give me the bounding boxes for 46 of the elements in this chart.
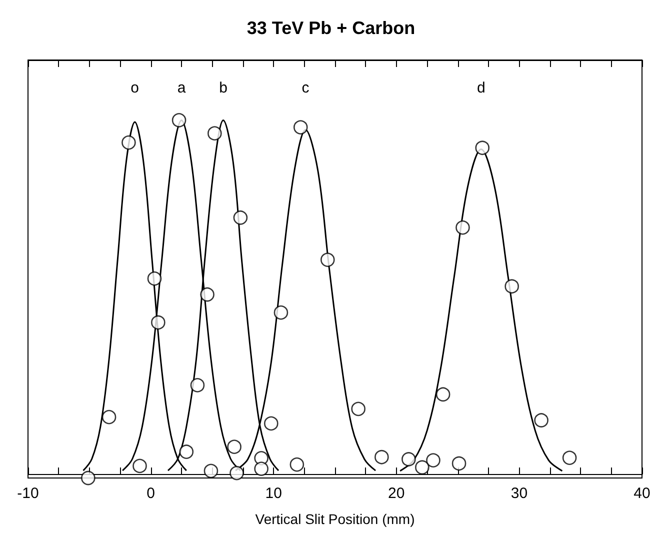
x-tick-label: 20 [388, 485, 405, 502]
chart-title: 33 TeV Pb + Carbon [246, 18, 416, 38]
point [132, 458, 147, 474]
text: a [177, 80, 186, 96]
point [227, 440, 242, 454]
x-tick-label: 10 [265, 485, 282, 502]
point [102, 410, 116, 424]
point [320, 252, 335, 267]
point [200, 287, 214, 302]
point [81, 470, 96, 486]
point [293, 120, 308, 134]
text: d [476, 80, 486, 96]
point [254, 462, 268, 476]
point [147, 271, 162, 286]
text: b [219, 80, 228, 96]
x-axis-title: Vertical Slit Position (mm) [255, 511, 415, 527]
point [402, 452, 416, 466]
text: o [130, 80, 140, 96]
point [274, 305, 288, 320]
point [122, 135, 136, 150]
point [475, 140, 490, 155]
point [264, 416, 278, 431]
point [172, 113, 186, 128]
point [290, 457, 304, 472]
point [562, 450, 577, 465]
x-tick-label: 30 [510, 485, 528, 502]
text: c [302, 80, 310, 96]
point [452, 456, 466, 471]
x-tick-label: 40 [634, 485, 650, 502]
point [204, 464, 218, 478]
point [233, 210, 248, 225]
point [190, 378, 205, 392]
point [456, 220, 470, 235]
point [415, 460, 430, 475]
point [151, 315, 166, 330]
point [230, 466, 244, 480]
point [534, 413, 548, 428]
point [374, 450, 389, 464]
x-tick-label: 0 [146, 485, 155, 502]
x-tick-label: -10 [17, 485, 39, 502]
point [436, 387, 450, 402]
point [426, 453, 440, 468]
point [179, 444, 194, 459]
point [351, 402, 366, 416]
point [208, 126, 222, 140]
point [504, 279, 519, 294]
